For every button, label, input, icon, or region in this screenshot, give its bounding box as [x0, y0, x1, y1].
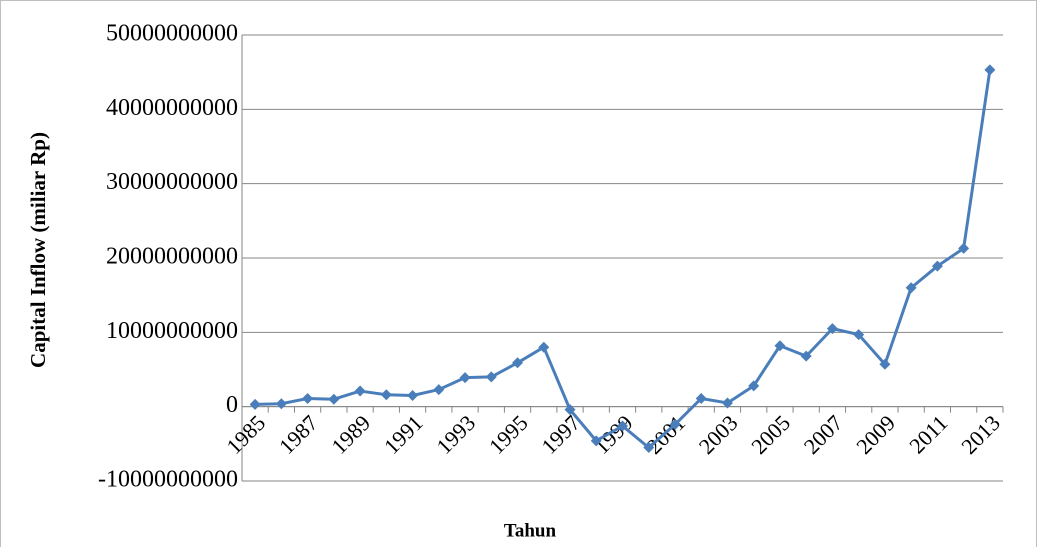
data-point	[853, 329, 865, 341]
data-point	[695, 392, 707, 404]
x-tick-label: 1989	[326, 410, 375, 459]
x-tick-label: 1991	[379, 410, 428, 459]
data-point	[643, 442, 655, 454]
data-point	[984, 64, 996, 76]
data-point	[275, 398, 287, 410]
data-point	[617, 420, 628, 432]
y-tick-label: -10000000000	[98, 467, 238, 493]
x-tick-label: 2007	[799, 410, 848, 459]
data-point	[931, 260, 943, 272]
data-point	[564, 404, 576, 416]
data-point	[302, 392, 314, 404]
x-tick-label: 1993	[431, 410, 480, 459]
data-point	[538, 341, 550, 353]
data-point	[958, 242, 970, 254]
data-point	[774, 340, 786, 352]
data-point	[249, 398, 261, 410]
data-point	[512, 357, 524, 369]
data-point	[669, 419, 681, 431]
y-tick-label: 0	[226, 392, 238, 418]
data-point	[905, 282, 917, 294]
data-point	[748, 380, 760, 392]
y-tick-label: 20000000000	[106, 244, 238, 270]
data-point	[826, 323, 838, 335]
data-point	[459, 372, 471, 384]
data-point	[879, 358, 891, 370]
x-tick-label: 1995	[484, 410, 533, 459]
data-point	[407, 390, 419, 402]
data-point	[800, 350, 812, 362]
x-axis-title: Tahun	[504, 520, 557, 541]
y-tick-label: 40000000000	[106, 95, 238, 121]
data-point	[328, 393, 340, 405]
x-tick-label: 1999	[589, 410, 638, 459]
x-tick-label: 2011	[904, 410, 952, 458]
data-point	[354, 385, 366, 397]
data-point	[590, 435, 602, 447]
data-point	[380, 389, 392, 401]
data-point	[433, 384, 445, 396]
y-tick-label: 10000000000	[106, 318, 238, 344]
x-tick-label: 2005	[746, 410, 795, 459]
data-point	[485, 371, 497, 383]
x-tick-label: 1987	[274, 410, 323, 459]
y-axis-title: Capital Inflow (miliar Rp)	[26, 132, 50, 368]
y-tick-label: 50000000000	[106, 21, 238, 47]
x-tick-label: 2003	[694, 410, 743, 459]
data-point	[721, 397, 733, 409]
x-tick-label: 2009	[851, 410, 900, 459]
y-tick-label: 30000000000	[106, 169, 238, 195]
x-tick-label: 2013	[956, 410, 1005, 459]
